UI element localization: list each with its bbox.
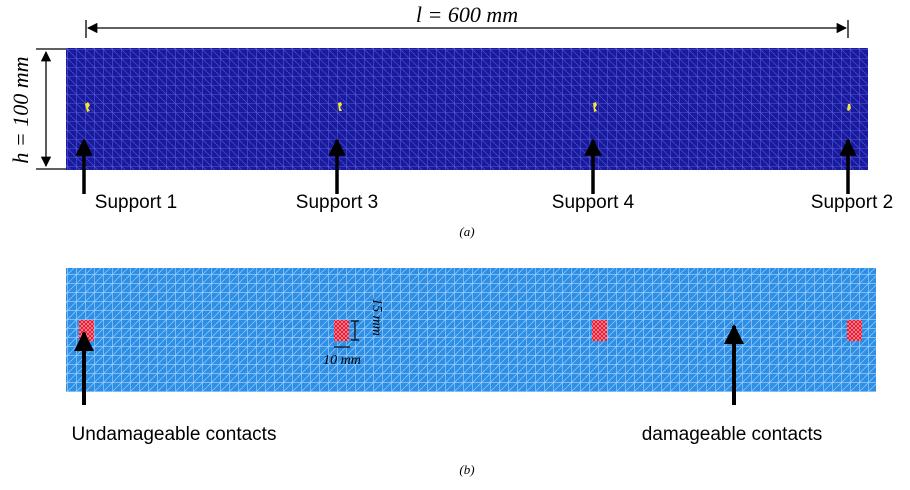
beam-b xyxy=(66,268,876,392)
height-label: h = 100 mm xyxy=(8,56,33,163)
caption-a: (a) xyxy=(459,224,474,239)
support-particles xyxy=(85,102,851,112)
undamageable-label: Undamageable contacts xyxy=(72,424,277,445)
length-label: l = 600 mm xyxy=(416,2,518,27)
undamageable-zone-1 xyxy=(79,320,94,341)
undamageable-zone-3 xyxy=(334,320,349,341)
caption-b: (b) xyxy=(459,462,474,477)
undamageable-zone-4 xyxy=(592,320,607,341)
beam-a xyxy=(66,48,868,170)
damageable-label: damageable contacts xyxy=(642,424,823,445)
support-2-label: Support 2 xyxy=(811,192,893,213)
undamageable-zone-2 xyxy=(847,320,862,341)
support-4-label: Support 4 xyxy=(552,192,635,213)
support-3-label: Support 3 xyxy=(296,192,378,213)
support-1-label: Support 1 xyxy=(95,192,177,213)
dim-vertical-label: 15 mm xyxy=(369,298,384,336)
dim-horizontal-label: 10 mm xyxy=(323,353,361,368)
